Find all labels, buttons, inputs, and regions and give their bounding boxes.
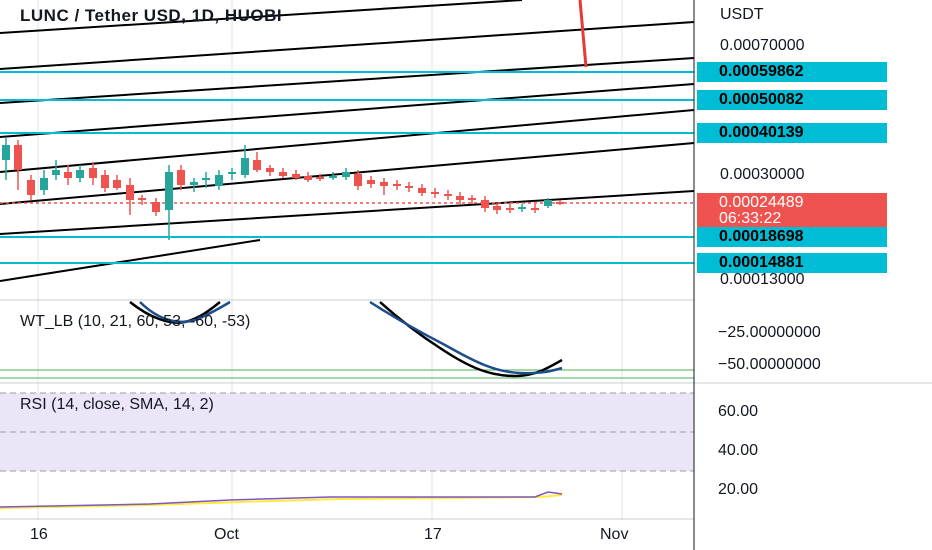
symbol-title[interactable]: LUNC / Tether USD, 1D, HUOBI (20, 6, 283, 25)
level-price-tag[interactable]: 0.00059862 (697, 62, 887, 82)
level-price-tag[interactable]: 0.00018698 (697, 227, 887, 247)
candle-body (215, 175, 223, 186)
candle-body (279, 172, 287, 176)
candle-body (76, 170, 84, 178)
candle-body (544, 200, 552, 206)
candle-body (304, 176, 312, 180)
red-marker-line[interactable] (578, 0, 588, 68)
wt-axis-label: −25.00000000 (718, 324, 821, 341)
time-axis-label: 16 (30, 526, 48, 543)
level-price-tag[interactable]: 0.00014881 (697, 253, 887, 273)
candle-body (40, 178, 48, 190)
current-price-value: 0.00024489 (719, 194, 804, 211)
candle-body (393, 184, 401, 186)
candle-body (64, 172, 72, 178)
candle-body (253, 160, 261, 170)
candle-body (52, 170, 60, 175)
candle-body (506, 208, 514, 210)
candle-body (177, 170, 185, 185)
pane-separators (0, 299, 932, 520)
price-axis-currency[interactable]: USDT (720, 6, 764, 23)
candlesticks[interactable] (2, 138, 564, 240)
time-axis-label: Nov (600, 526, 629, 543)
candle-body (101, 175, 109, 188)
horizontal-level-lines[interactable] (0, 71, 694, 264)
candle-body (418, 188, 426, 193)
level-price-tag[interactable]: 0.00050082 (697, 90, 887, 110)
price-axis-label: 0.00030000 (720, 166, 805, 183)
candle-body (354, 174, 362, 186)
wt-indicator-title[interactable]: WT_LB (10, 21, 60, 53, -60, -53) (20, 313, 251, 330)
candle-body (292, 174, 300, 178)
rsi-axis-label: 40.00 (718, 442, 759, 459)
candle-body (342, 172, 350, 177)
candle-body (228, 172, 236, 174)
time-axis-label: Oct (214, 526, 239, 543)
wt-line-1b (379, 301, 563, 378)
candle-body (316, 177, 324, 179)
candle-body (444, 194, 452, 196)
wt-line-2 (139, 300, 231, 324)
candle-body (266, 168, 274, 172)
rsi-line (0, 491, 563, 508)
candle-body (431, 192, 439, 194)
candle-body (152, 202, 160, 212)
candle-body (493, 206, 501, 210)
candle-body (202, 178, 210, 180)
candle-body (329, 176, 337, 178)
candle-body (380, 182, 388, 186)
candle-body (126, 185, 134, 200)
rsi-axis-label: 60.00 (718, 403, 759, 420)
candle-body (468, 198, 476, 200)
channel-lines[interactable] (0, 0, 695, 282)
current-price-tag[interactable]: 0.00024489 06:33:22 (697, 193, 887, 227)
candle-body (531, 208, 539, 210)
candle-body (113, 180, 121, 188)
rsi-indicator-title[interactable]: RSI (14, close, SMA, 14, 2) (20, 396, 214, 413)
price-axis-label: 0.00013000 (720, 271, 805, 288)
rsi-indicator-pane[interactable] (0, 392, 694, 509)
wt-line-2b (369, 300, 563, 375)
candle-body (138, 198, 146, 200)
candle-body (367, 180, 375, 184)
rsi-ma-line (0, 494, 563, 509)
wt-indicator-pane[interactable] (0, 300, 694, 379)
level-price-tag[interactable]: 0.00040139 (697, 123, 887, 143)
price-axis-label: 0.00070000 (720, 37, 805, 54)
rsi-axis-label: 20.00 (718, 481, 759, 498)
candle-body (556, 202, 564, 204)
bar-countdown: 06:33:22 (719, 210, 782, 227)
wt-axis-label: −50.00000000 (718, 356, 821, 373)
candle-body (165, 172, 173, 210)
candle-body (481, 200, 489, 208)
candle-body (14, 145, 22, 170)
candle-body (241, 158, 249, 175)
candle-body (456, 196, 464, 200)
candle-body (405, 186, 413, 188)
candle-body (89, 168, 97, 178)
candle-body (2, 145, 10, 160)
candle-body (518, 207, 526, 209)
candle-body (27, 180, 35, 195)
candle-body (190, 182, 198, 185)
time-axis-label: 17 (424, 526, 442, 543)
